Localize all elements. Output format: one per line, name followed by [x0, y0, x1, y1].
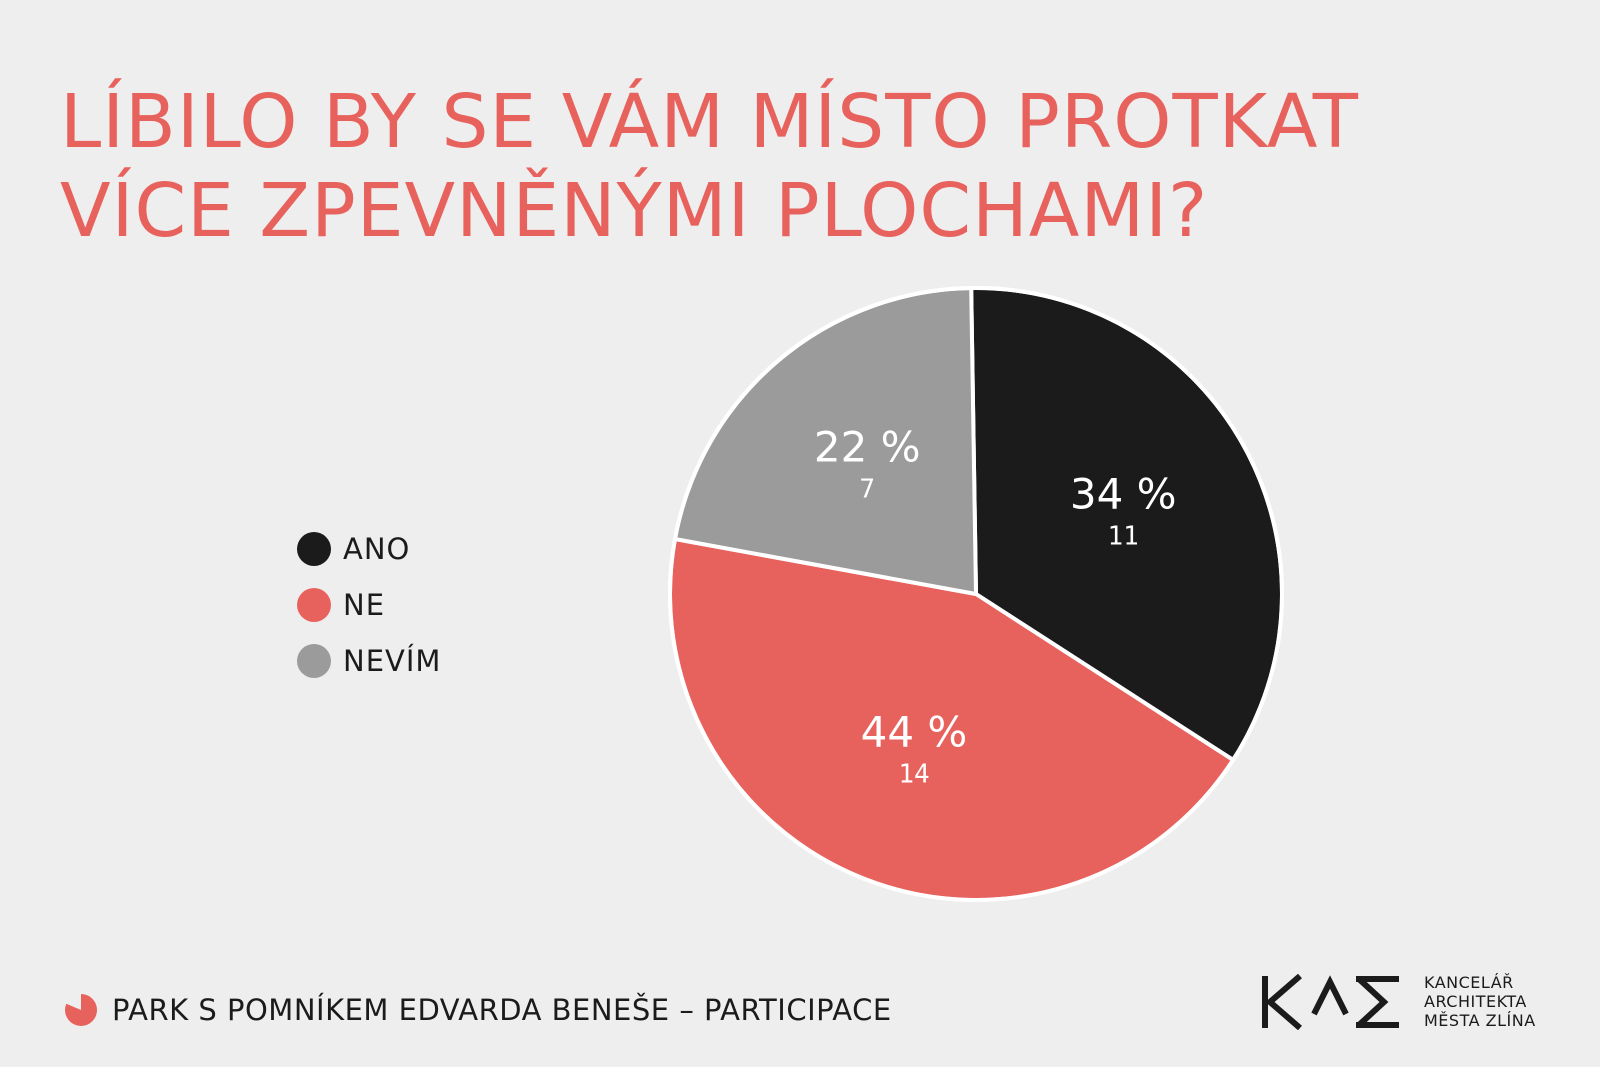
footer: PARK S POMNÍKEM EDVARDA BENEŠE – PARTICI… — [64, 993, 892, 1027]
pie-outline — [668, 286, 1284, 902]
pie-label-percent-nevim: 22 % — [814, 423, 921, 472]
legend-dot-nevim — [297, 644, 331, 678]
kam-logo: KANCELÁŘ ARCHITEKTA MĚSTA ZLÍNA — [1260, 973, 1536, 1030]
legend-label-ne: NE — [343, 588, 386, 622]
logo-line-3: MĚSTA ZLÍNA — [1424, 1011, 1536, 1030]
legend-item-ano: ANO — [297, 532, 441, 566]
chart-title-line-2: VÍCE ZPEVNĚNÝMI PLOCHAMI? — [60, 168, 1209, 254]
legend-item-ne: NE — [297, 588, 441, 622]
legend: ANO NE NEVÍM — [297, 532, 441, 700]
chart-title-line-1: LÍBILO BY SE VÁM MÍSTO PROTKAT — [60, 79, 1359, 165]
legend-dot-ano — [297, 532, 331, 566]
chart-title: LÍBILO BY SE VÁM MÍSTO PROTKAT VÍCE ZPEV… — [60, 78, 1359, 256]
pie-label-count-nevim: 7 — [859, 475, 875, 505]
kam-logo-mark-icon — [1262, 973, 1399, 1030]
pie-chart-icon — [65, 994, 98, 1026]
pie-label-percent-ano: 34 % — [1070, 469, 1177, 518]
legend-label-nevim: NEVÍM — [343, 644, 442, 678]
logo-line-2: ARCHITEKTA — [1424, 992, 1527, 1011]
pie-label-count-ano: 11 — [1108, 521, 1139, 551]
pie-label-percent-ne: 44 % — [861, 708, 968, 757]
kam-logo-text: KANCELÁŘ ARCHITEKTA MĚSTA ZLÍNA — [1424, 973, 1536, 1030]
legend-label-ano: ANO — [343, 532, 411, 566]
logo-line-1: KANCELÁŘ — [1424, 973, 1514, 992]
pie-label-count-ne: 14 — [898, 760, 929, 790]
legend-item-nevim: NEVÍM — [297, 644, 441, 678]
footer-text: PARK S POMNÍKEM EDVARDA BENEŠE – PARTICI… — [112, 993, 892, 1027]
legend-dot-ne — [297, 588, 331, 622]
